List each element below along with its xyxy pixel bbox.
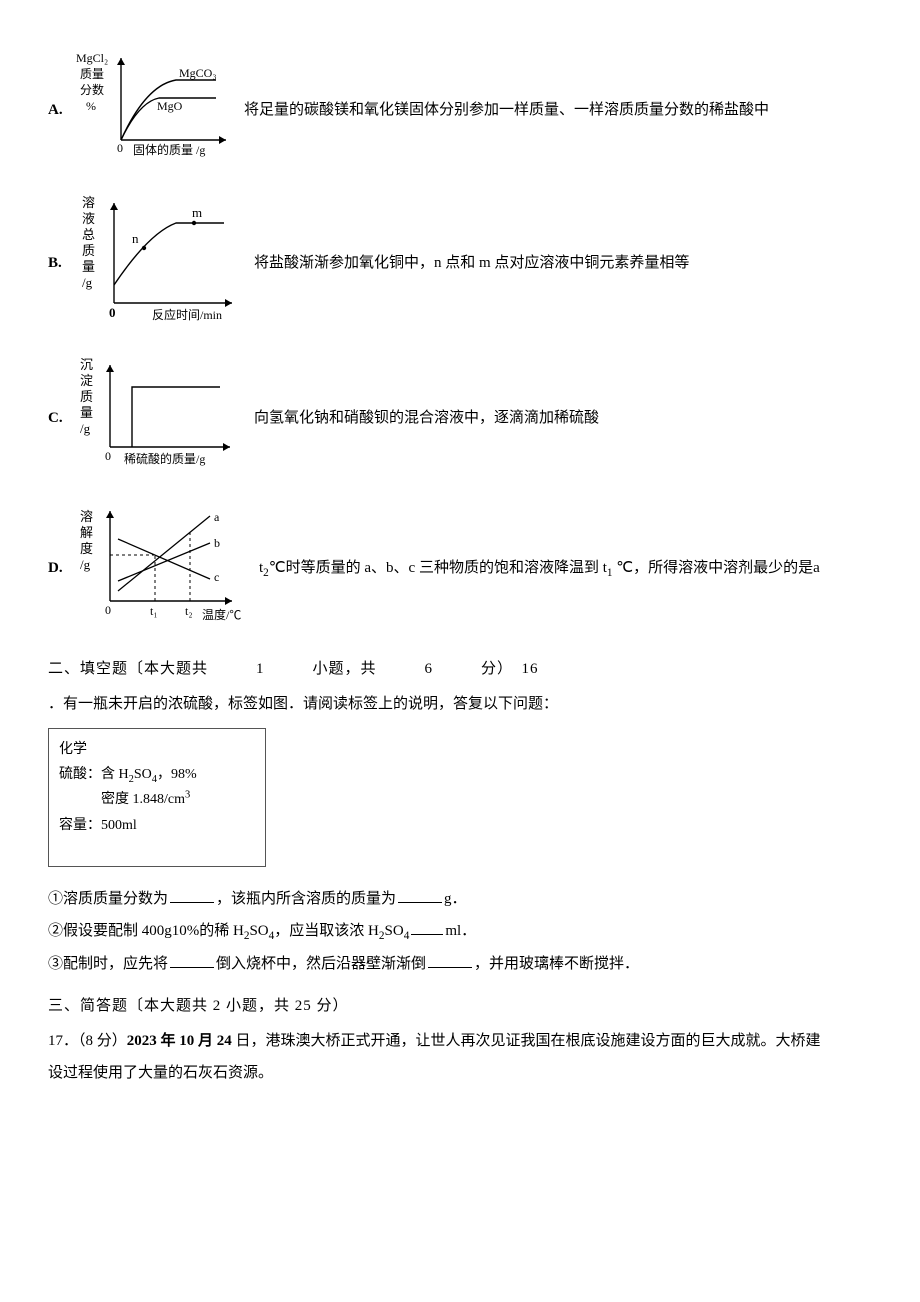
chart-d-yl-4: /g (80, 557, 91, 572)
chart-c-yl-5: /g (80, 421, 91, 436)
q1-mid: ，该瓶内所含溶质的质量为 (216, 891, 396, 907)
sulfuric-acid-label-box: 化学 硫酸：含 H2SO4，98% 密度 1.848/cm3 容量：500ml (48, 728, 266, 867)
section2-lead: ．有一瓶未开启的浓硫酸，标签如图．请阅读标签上的说明，答复以下问题： (48, 690, 872, 719)
chart-a-ylabel-3: 分数 (80, 82, 104, 97)
q17-bold: 2023 年 10 月 24 (127, 1033, 232, 1049)
chart-b-yl-4: 质 (82, 243, 95, 258)
chart-c-yl-1: 沉 (80, 357, 93, 372)
option-c-row: C. 0 稀硫酸的质量/g 沉 淀 质 量 /g 向氢氧化钠和硝酸钡的混合溶液中… (48, 355, 872, 481)
chart-a-ylabel-2: 质量 (80, 67, 104, 81)
chart-d-label-b: b (214, 536, 220, 550)
q17-pre: 17．（8 分） (48, 1033, 127, 1049)
q17-line2: 设过程使用了大量的石灰石资源。 (48, 1059, 872, 1088)
option-c-chart: 0 稀硫酸的质量/g 沉 淀 质 量 /g (76, 355, 236, 481)
chart-b-point-n: n (132, 231, 139, 246)
chart-c-yl-4: 量 (80, 405, 93, 420)
chart-a-label-mgo: MgO (157, 99, 183, 113)
q1-pre: ①溶质质量分数为 (48, 891, 168, 907)
option-c-desc: 向氢氧化钠和硝酸钡的混合溶液中，逐滴滴加稀硫酸 (254, 404, 872, 433)
chart-b-yl-3: 总 (82, 227, 95, 242)
labelbox-line1: 化学 (59, 737, 255, 762)
chart-b-yl-6: /g (82, 275, 93, 290)
q17-mid: 日，港珠澳大桥正式开通，让世人再次见证我国在根底设施建设方面的巨大成就。大桥建 (232, 1033, 821, 1049)
labelbox-line4: 容量：500ml (59, 813, 255, 838)
chart-c-xlabel: 稀硫酸的质量/g (124, 451, 205, 466)
chart-a-label-mgco3: MgCO₃ (179, 66, 217, 80)
option-d-chart: a b c t₁ t₂ 0 温度/℃ 溶 解 度 /g (76, 503, 241, 634)
labelbox-line2-mid: SO (134, 767, 152, 782)
option-d-row: D. a b c t₁ t₂ 0 温度/℃ 溶 (48, 503, 872, 634)
q16-sub1: ①溶质质量分数为 ，该瓶内所含溶质的质量为 g． (48, 885, 872, 914)
chart-d-origin: 0 (105, 603, 111, 617)
chart-d-t1: t₁ (150, 604, 158, 618)
option-d-desc-mid1: ℃时等质量的 a、b、c 三种物质的饱和溶液降温到 t (269, 560, 607, 576)
q2-mid1: SO (249, 923, 268, 939)
chart-d-yl-2: 解 (80, 525, 93, 540)
labelbox-line2-post: ，98% (157, 767, 197, 782)
chart-a-ylabel-4: % (86, 99, 96, 113)
chart-a-xlabel: 固体的质量 /g (133, 142, 205, 157)
q1-post: g． (444, 891, 467, 907)
option-c-letter: C. (48, 404, 76, 433)
q17-line1: 17．（8 分）2023 年 10 月 24 日，港珠澳大桥正式开通，让世人再次… (48, 1027, 872, 1056)
chart-a-origin: 0 (117, 141, 123, 155)
chart-c-origin: 0 (105, 449, 111, 463)
q2-sub4: 4 (404, 930, 410, 942)
chart-b-yl-1: 溶 (82, 195, 95, 210)
blank-2[interactable] (398, 888, 442, 903)
q16-sub2: ②假设要配制 400g10%的稀 H2SO4，应当取该浓 H2SO4ml． (48, 917, 872, 946)
option-a-row: A. MgCO₃ MgO 0 固体的质量 /g MgCl₂ 质量 分数 % 将足… (48, 50, 872, 171)
chart-a-ylabel-1: MgCl₂ (76, 51, 108, 65)
option-b-letter: B. (48, 249, 76, 278)
q2-mid3: SO (385, 923, 404, 939)
chart-c-yl-3: 质 (80, 389, 93, 404)
labelbox-line3-sup: 3 (185, 790, 190, 801)
labelbox-line2-pre: 硫酸：含 H (59, 767, 129, 782)
q3-mid: 倒入烧杯中，然后沿器壁渐渐倒 (216, 956, 426, 972)
option-a-desc: 将足量的碳酸镁和氧化镁固体分别参加一样质量、一样溶质质量分数的稀盐酸中 (244, 96, 872, 125)
chart-b-yl-2: 液 (82, 211, 95, 226)
option-d-desc: t2℃时等质量的 a、b、c 三种物质的饱和溶液降温到 t1 ℃，所得溶液中溶剂… (259, 554, 872, 583)
chart-d-label-a: a (214, 510, 220, 524)
blank-3[interactable] (411, 920, 443, 935)
option-d-desc-mid2: ℃，所得溶液中溶剂最少的是a (613, 560, 820, 576)
option-b-row: B. n m 0 反应时间/min 溶 液 总 质 量 /g 将盐酸渐渐参 (48, 193, 872, 334)
blank-1[interactable] (170, 888, 214, 903)
option-d-letter: D. (48, 554, 76, 583)
q2-mid2: ，应当取该浓 H (274, 923, 379, 939)
chart-b-point-m: m (192, 205, 202, 220)
chart-b-origin: 0 (109, 305, 116, 320)
blank-4[interactable] (170, 953, 214, 968)
option-a-chart: MgCO₃ MgO 0 固体的质量 /g MgCl₂ 质量 分数 % (76, 50, 226, 171)
q16-sub3: ③配制时，应先将 倒入烧杯中，然后沿器壁渐渐倒 ，并用玻璃棒不断搅拌． (48, 950, 872, 979)
q2-post: ml． (445, 923, 476, 939)
section3-heading: 三、简答题〔本大题共 2 小题，共 25 分） (48, 992, 872, 1021)
labelbox-line3-pre: 密度 1.848/cm (59, 792, 185, 807)
section2-heading: 二、填空题〔本大题共 1 小题，共 6 分） 16 (48, 655, 872, 684)
chart-d-label-c: c (214, 570, 219, 584)
chart-c-yl-2: 淀 (80, 373, 93, 388)
option-a-letter: A. (48, 96, 76, 125)
option-b-desc: 将盐酸渐渐参加氧化铜中，n 点和 m 点对应溶液中铜元素养量相等 (254, 249, 872, 278)
labelbox-line3: 密度 1.848/cm3 (59, 787, 255, 812)
blank-5[interactable] (428, 953, 472, 968)
labelbox-line2: 硫酸：含 H2SO4，98% (59, 762, 255, 787)
chart-d-t2: t₂ (185, 604, 193, 618)
q3-pre: ③配制时，应先将 (48, 956, 168, 972)
chart-d-yl-1: 溶 (80, 509, 93, 524)
chart-b-yl-5: 量 (82, 259, 95, 274)
chart-b-xlabel: 反应时间/min (152, 307, 222, 322)
q3-post: ，并用玻璃棒不断搅拌． (474, 956, 639, 972)
q2-pre: ②假设要配制 400g10%的稀 H (48, 923, 244, 939)
option-b-chart: n m 0 反应时间/min 溶 液 总 质 量 /g (76, 193, 236, 334)
chart-d-yl-3: 度 (80, 541, 93, 556)
chart-d-xlabel: 温度/℃ (202, 607, 241, 622)
